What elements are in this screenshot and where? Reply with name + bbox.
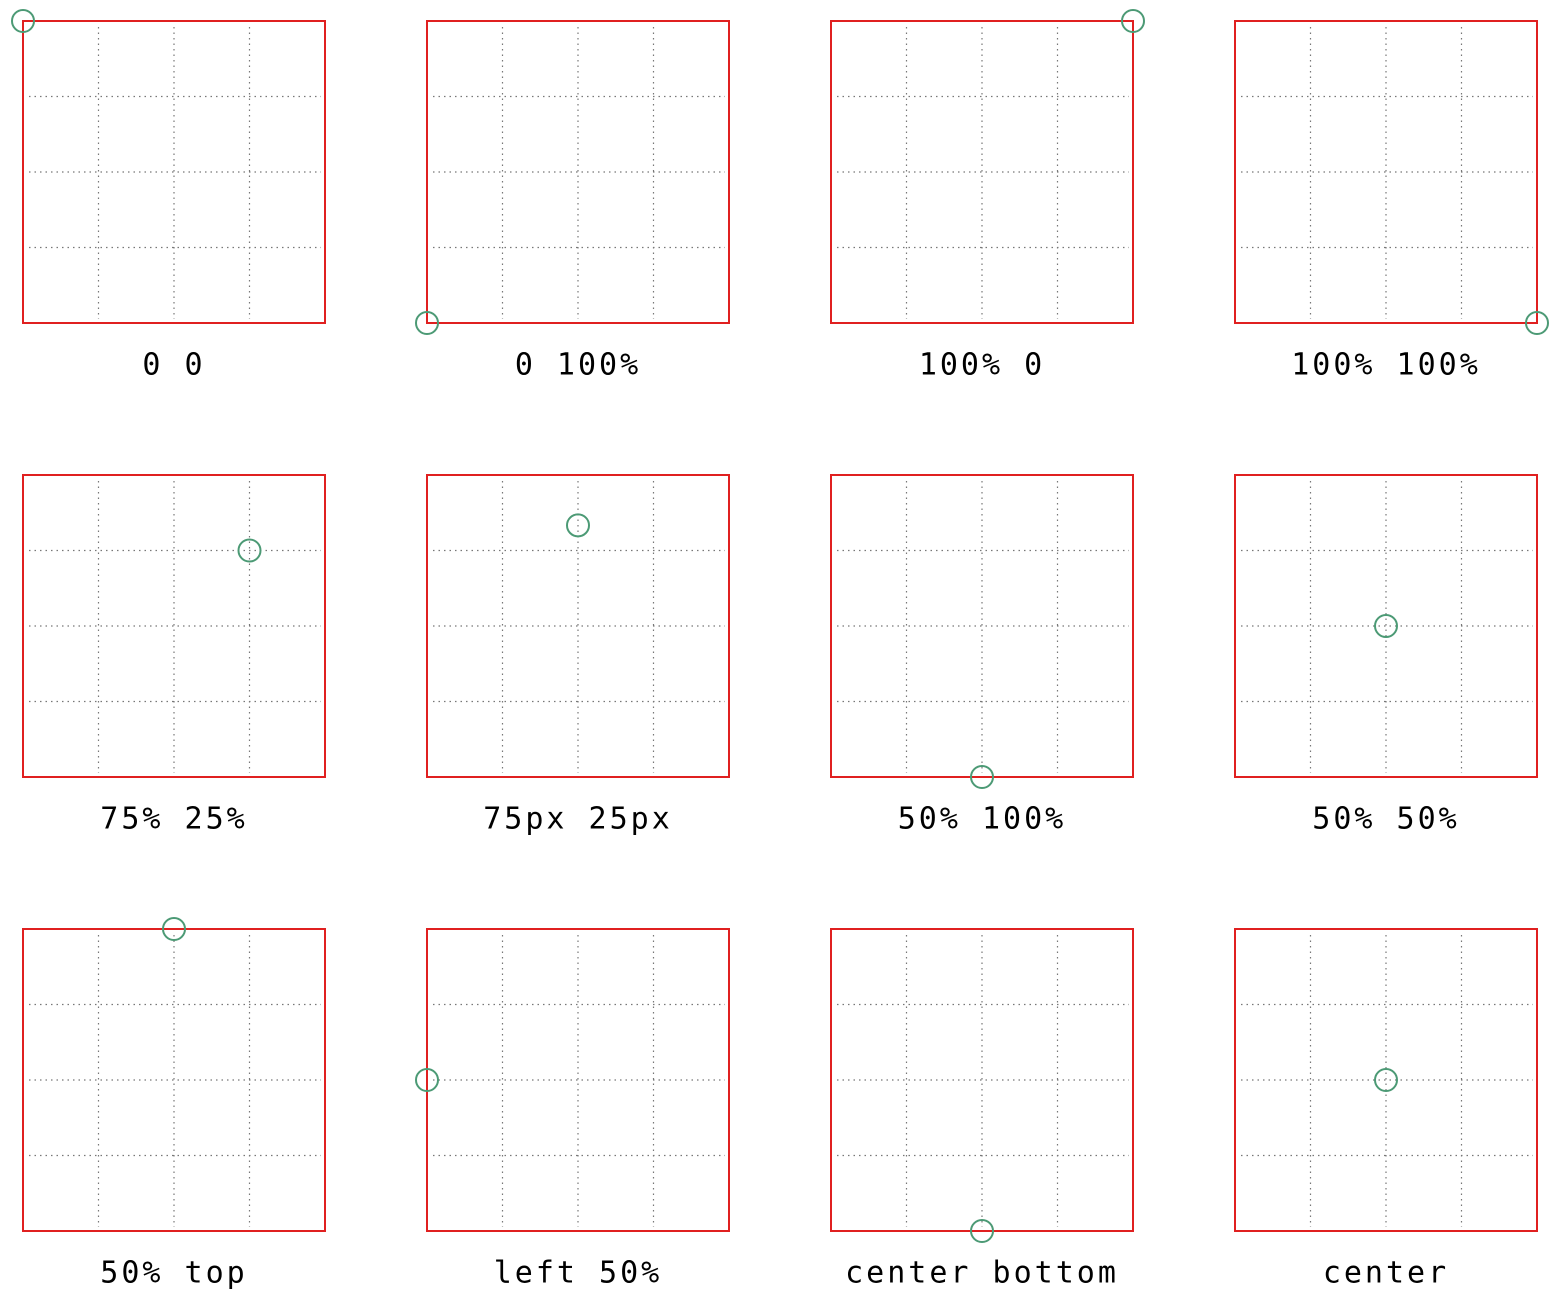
origin-marker: [162, 917, 186, 941]
label: 100% 0: [919, 348, 1045, 383]
origin-marker: [1525, 311, 1549, 335]
label: 75px 25px: [483, 802, 673, 837]
label: left 50%: [494, 1256, 663, 1291]
box: [426, 928, 730, 1232]
label: 0 100%: [515, 348, 641, 383]
label: 50% top: [100, 1256, 247, 1291]
box: [1234, 928, 1538, 1232]
label: 50% 50%: [1312, 802, 1459, 837]
box: [1234, 474, 1538, 778]
label: 0 0: [142, 348, 205, 383]
label: 75% 25%: [100, 802, 247, 837]
origin-marker: [415, 311, 439, 335]
origin-marker: [566, 513, 590, 538]
origin-marker: [1121, 9, 1145, 33]
origin-marker: [11, 9, 35, 33]
box: [22, 20, 326, 324]
box: [426, 474, 730, 778]
label: center: [1323, 1256, 1449, 1291]
box: [830, 928, 1134, 1232]
box: [22, 474, 326, 778]
box: [830, 20, 1134, 324]
label: center bottom: [845, 1256, 1119, 1291]
label: 50% 100%: [898, 802, 1067, 837]
label: 100% 100%: [1291, 348, 1481, 383]
origin-marker: [237, 538, 262, 563]
origin-marker: [970, 1219, 994, 1243]
origin-marker: [970, 765, 994, 789]
box: [426, 20, 730, 324]
box: [22, 928, 326, 1232]
box: [830, 474, 1134, 778]
origin-marker: [1374, 1068, 1398, 1092]
origin-marker: [1374, 614, 1398, 638]
origin-marker: [415, 1068, 439, 1092]
box: [1234, 20, 1538, 324]
